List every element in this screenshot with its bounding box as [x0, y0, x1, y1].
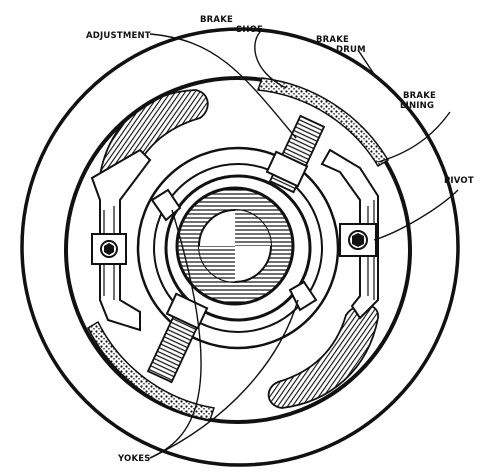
leader-yokes-2: [149, 299, 299, 459]
brake-lining-lower: [87, 320, 215, 421]
label-brake-shoe-line1: BRAKE: [200, 15, 233, 25]
leader-brake-drum: [357, 49, 375, 75]
label-pivot: PIVOT: [444, 176, 474, 186]
adjustment-screw-upper: [265, 114, 326, 194]
yoke-frame-right: [320, 148, 379, 320]
label-brake-shoe-line2: SHOE: [236, 25, 263, 35]
label-brake-drum-line1: BRAKE: [316, 35, 349, 45]
leader-brake-shoe: [254, 29, 287, 89]
pivot-left: [91, 233, 127, 265]
leader-lines: [149, 29, 459, 459]
leader-brake-lining: [377, 111, 451, 163]
label-yokes: YOKES: [117, 454, 151, 464]
label-adjustment: ADJUSTMENT: [86, 31, 151, 41]
shaft-quadrant-1: [235, 210, 271, 246]
label-brake-lining-line1: BRAKE: [403, 91, 436, 101]
pivot-left-nut: [104, 243, 114, 255]
pivot-right-nut: [352, 233, 364, 247]
field-coil-lower-right: [267, 303, 379, 409]
leader-adjustment: [149, 33, 297, 139]
label-brake-drum-line2: DRUM: [336, 45, 366, 55]
shaft-quadrant-2: [199, 246, 235, 282]
brake-lining-upper: [256, 77, 390, 168]
label-brake-lining-line2: LINING: [400, 101, 434, 111]
yoke-frame-left: [90, 148, 152, 332]
leader-pivot: [373, 189, 459, 241]
